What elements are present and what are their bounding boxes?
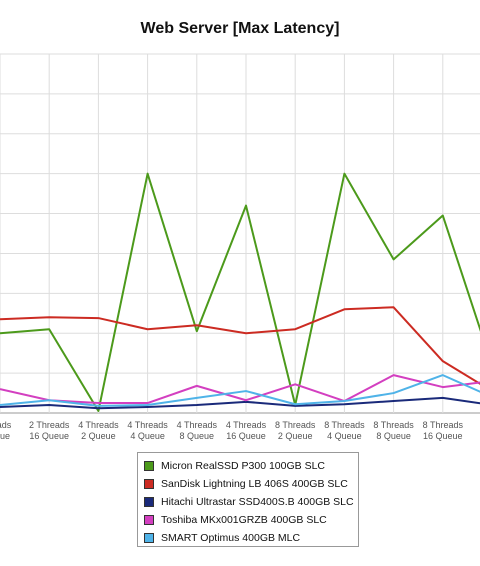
x-tick-label: 4 Queue xyxy=(130,431,165,441)
legend-swatch xyxy=(144,497,154,507)
x-tick-label: 2 Threads xyxy=(29,420,70,430)
x-tick-label: 8 Threads xyxy=(275,420,316,430)
series-line-1 xyxy=(0,172,480,413)
chart-title: Web Server [Max Latency] xyxy=(140,20,340,37)
legend: Micron RealSSD P300 100GB SLC SanDisk Lig… xyxy=(137,452,359,547)
series-lines xyxy=(0,172,480,413)
x-tick-label: 2 Queue xyxy=(278,431,313,441)
x-tick-label: 16 Queue xyxy=(29,431,69,441)
legend-item: Toshiba MKx001GRZB 400GB SLC xyxy=(144,511,358,529)
x-tick-label: 4 Threads xyxy=(177,420,218,430)
series-line-4 xyxy=(0,374,480,405)
grid-lines xyxy=(0,53,480,414)
x-tick-label: reads xyxy=(0,420,12,430)
series-line-2 xyxy=(0,306,480,385)
legend-label: SMART Optimus 400GB MLC xyxy=(161,532,301,544)
x-tick-label: 8 Queue xyxy=(180,431,215,441)
x-tick-label: 4 Threads xyxy=(226,420,267,430)
x-tick-label: 16 Queue xyxy=(226,431,266,441)
x-tick-label: 16 Queue xyxy=(423,431,463,441)
legend-label: Micron RealSSD P300 100GB SLC xyxy=(161,460,325,472)
legend-item: Micron RealSSD P300 100GB SLC xyxy=(144,457,358,475)
x-tick-label: 8 Threads xyxy=(423,420,464,430)
legend-item: Hitachi Ultrastar SSD400S.B 400GB SLC xyxy=(144,493,358,511)
legend-label: Toshiba MKx001GRZB 400GB SLC xyxy=(161,514,327,526)
legend-swatch xyxy=(144,479,154,489)
series-line-3 xyxy=(0,396,480,410)
x-tick-label: 8 Threads xyxy=(373,420,414,430)
legend-item: SanDisk Lightning LB 406S 400GB SLC xyxy=(144,475,358,493)
x-tick-label: 4 Threads xyxy=(78,420,119,430)
legend-label: Hitachi Ultrastar SSD400S.B 400GB SLC xyxy=(161,496,354,508)
x-tick-label: 2 Queue xyxy=(81,431,116,441)
x-tick-label: ueue xyxy=(0,431,10,441)
x-tick-label: 4 Queue xyxy=(327,431,362,441)
legend-swatch xyxy=(144,461,154,471)
x-tick-label: 4 Threads xyxy=(127,420,168,430)
series-line-5 xyxy=(0,374,480,407)
legend-item: SMART Optimus 400GB MLC xyxy=(144,529,358,547)
x-tick-label: 8 Threads xyxy=(324,420,365,430)
legend-swatch xyxy=(144,533,154,543)
legend-swatch xyxy=(144,515,154,525)
x-tick-label: 8 Queue xyxy=(376,431,411,441)
legend-label: SanDisk Lightning LB 406S 400GB SLC xyxy=(161,478,348,490)
